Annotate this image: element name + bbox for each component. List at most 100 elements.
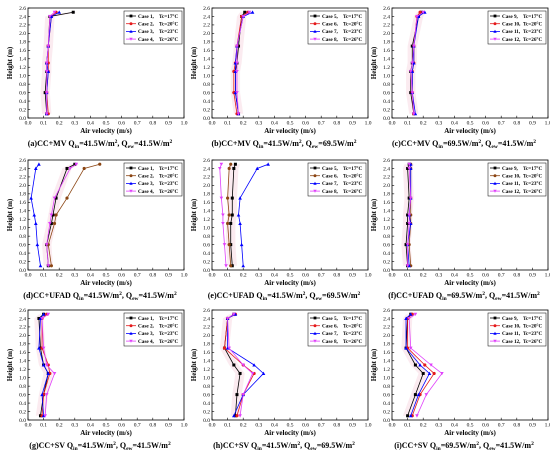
- data-point: [40, 316, 44, 321]
- caption-part: 2: [358, 291, 361, 297]
- data-point: [82, 166, 86, 171]
- data-point: [229, 221, 233, 225]
- data-point: [218, 166, 222, 171]
- y-axis-label: Height (m): [6, 348, 14, 381]
- caption-part: =41.5W/m: [498, 139, 534, 148]
- legend-marker: [313, 14, 317, 18]
- data-point: [408, 312, 413, 316]
- x-tick-label: 0.1: [404, 423, 411, 429]
- legend-marker: [129, 37, 133, 41]
- x-tick-label: 0.4: [87, 121, 94, 127]
- x-tick-label: 0.9: [165, 121, 172, 127]
- panel-caption: (f)CC+UFAD Qin=69.5W/m2, Qew=41.5W/m2: [388, 291, 540, 302]
- x-tick-label: 0.0: [209, 121, 216, 127]
- chart-panel-h: 0.0 0.1 0.2 0.3 0.4 0.5 0.6 0.7 0.8 0.9 1.0 0.0 0.2 0…: [190, 308, 372, 452]
- data-point: [412, 44, 416, 48]
- y-tick-label: 2.0: [19, 31, 26, 37]
- x-tick-label: 0.3: [71, 273, 78, 279]
- legend: Case 5, Tc=17°C Case 6, Tc=20°C Case 7, Tc=23…: [307, 312, 367, 347]
- legend-marker: [313, 174, 317, 178]
- x-tick-label: 0.8: [513, 273, 520, 279]
- x-tick-label: 0.6: [482, 423, 489, 429]
- caption-part: 2: [168, 441, 171, 447]
- data-point: [410, 61, 415, 65]
- legend-temp: Tc=17°C: [159, 315, 179, 322]
- x-tick-label: 0.2: [420, 121, 427, 127]
- x-tick-label: 1.0: [545, 273, 550, 279]
- x-tick-label: 0.6: [118, 121, 125, 127]
- data-point: [407, 221, 411, 226]
- data-point: [233, 90, 238, 95]
- x-tick-label: 0.5: [287, 121, 294, 127]
- legend-label: Case 12,: [502, 339, 521, 345]
- x-tick-label: 0.3: [255, 273, 262, 279]
- data-point: [44, 243, 49, 247]
- y-tick-label: 1.0: [203, 375, 210, 381]
- legend-marker: [129, 324, 133, 328]
- x-axis-label: Air velocity (m/s): [444, 429, 496, 437]
- caption-part: ew: [310, 446, 316, 452]
- x-tick-label: 0.7: [498, 423, 505, 429]
- data-point: [65, 166, 69, 170]
- legend-marker: [313, 339, 317, 343]
- x-tick-label: 0.5: [467, 121, 474, 127]
- legend-temp: Tc=20°C: [343, 173, 363, 180]
- caption-part: 2: [354, 139, 357, 145]
- legend-box: [307, 162, 367, 197]
- y-tick-label: 1.0: [203, 225, 210, 231]
- data-point: [38, 316, 43, 320]
- x-tick-label: 0.6: [482, 273, 489, 279]
- y-tick-label: 0.6: [19, 242, 26, 248]
- legend: Case 1, Tc=17°C Case 2, Tc=20°C Case 3, Tc=23…: [123, 162, 183, 197]
- y-tick-label: 0.6: [203, 392, 210, 398]
- caption-part: , Q: [481, 139, 491, 148]
- legend-box: [123, 10, 183, 45]
- y-tick-label: 1.2: [383, 217, 390, 223]
- data-point: [229, 264, 233, 268]
- chart-panel-c: 0.0 0.1 0.2 0.3 0.4 0.5 0.6 0.7 0.8 0.9 1.0 0.0 0.2 0…: [370, 6, 550, 150]
- x-tick-label: 0.4: [271, 273, 278, 279]
- data-point: [232, 312, 236, 317]
- legend-label: Case 4,: [138, 339, 155, 345]
- legend-marker: [129, 189, 133, 193]
- data-point: [235, 61, 239, 65]
- data-point: [49, 14, 54, 18]
- y-tick-label: 1.0: [383, 73, 390, 79]
- y-tick-label: 2.2: [19, 23, 26, 29]
- caption-part: =41.5W/m: [263, 139, 299, 148]
- data-point: [34, 221, 38, 225]
- caption-part: 2: [170, 139, 173, 145]
- caption-part: (c)CC+MV Q: [392, 139, 438, 148]
- caption-part: 2: [352, 441, 355, 447]
- legend-label: Case 5,: [322, 316, 339, 322]
- y-tick-label: 2.0: [383, 31, 390, 37]
- legend-temp: Tc=26°C: [159, 36, 179, 43]
- legend-label: Case 6,: [322, 174, 339, 180]
- legend-box: [307, 312, 367, 347]
- y-tick-label: 0.8: [19, 384, 26, 390]
- data-point: [235, 69, 239, 74]
- x-tick-label: 0.1: [224, 121, 231, 127]
- y-tick-label: 2.2: [203, 23, 210, 29]
- caption-part: , Q: [302, 139, 312, 148]
- legend-marker: [493, 14, 497, 18]
- legend-marker: [313, 166, 317, 170]
- legend-label: Case 8,: [322, 37, 339, 43]
- caption-part: 2: [299, 139, 302, 145]
- caption-part: (h)CC+SV Q: [213, 441, 257, 450]
- data-point: [41, 363, 46, 367]
- data-point: [241, 363, 245, 367]
- x-tick-label: 0.1: [224, 273, 231, 279]
- y-tick-label: 0.0: [203, 418, 210, 424]
- y-tick-label: 0.2: [203, 259, 210, 265]
- x-axis-label: Air velocity (m/s): [444, 127, 496, 135]
- x-tick-label: 0.6: [302, 121, 309, 127]
- y-tick-label: 1.8: [383, 192, 390, 198]
- data-point: [219, 162, 224, 167]
- x-tick-label: 0.2: [240, 121, 247, 127]
- x-tick-label: 0.9: [529, 273, 536, 279]
- y-tick-label: 1.4: [383, 209, 390, 215]
- x-tick-label: 0.0: [25, 423, 32, 429]
- data-point: [74, 162, 79, 167]
- spread-band: [40, 12, 78, 114]
